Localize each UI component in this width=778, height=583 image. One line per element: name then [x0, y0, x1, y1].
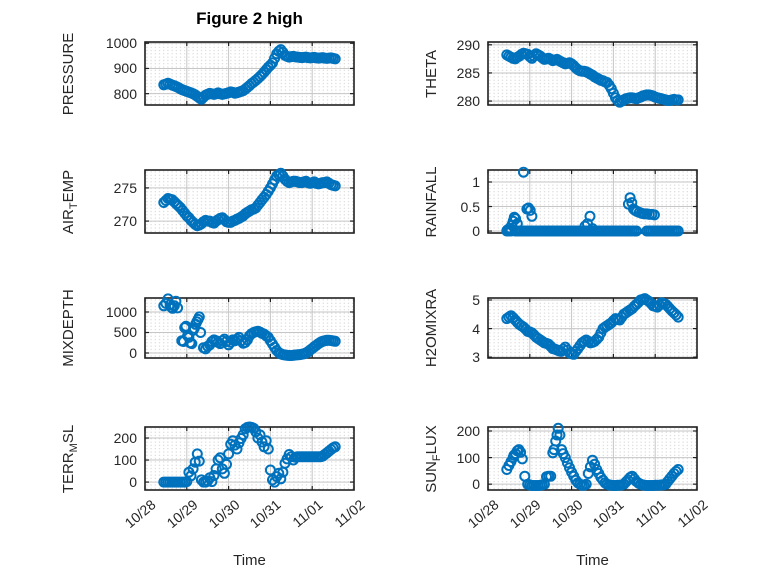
y-tick-label: 0 [129, 344, 137, 361]
y-tick-label: 900 [113, 60, 137, 77]
y-tick-label: 275 [113, 179, 137, 196]
plot-theta [487, 41, 698, 108]
xlabel-time-right: Time [576, 552, 609, 569]
scatter-series-terr_msl [158, 421, 341, 488]
ylabel-pressure-text: PRESSURE [60, 32, 77, 115]
y-tick-label: 280 [456, 93, 480, 110]
y-tick-label: 1 [472, 174, 480, 190]
scatter-series-mixdepth [158, 293, 341, 361]
ylabel-air-temp: AIRTEMP [60, 169, 80, 233]
plot-mixdepth [144, 293, 355, 361]
plot-sun-flux [487, 422, 698, 491]
plot-h2omixra [487, 293, 698, 360]
plot-pressure [144, 41, 355, 106]
y-tick-label: 270 [113, 213, 137, 230]
y-tick-label: 0.5 [460, 198, 480, 215]
ylabel-mixdepth: MIXDEPTH [60, 289, 80, 367]
y-tick-label: 100 [113, 452, 137, 469]
y-tick-label: 290 [456, 36, 480, 53]
y-tick-label: 285 [456, 64, 480, 81]
ylabel-terr-msl-post: SL [60, 424, 77, 443]
y-tick-label: 4 [472, 320, 480, 337]
ylabel-pressure: PRESSURE [60, 32, 80, 115]
scatter-series-rainfall [501, 166, 684, 237]
plot-terr-msl [144, 421, 355, 491]
y-tick-label: 0 [472, 223, 480, 240]
ylabel-air-temp-text: AIR [60, 208, 77, 234]
y-tick-label: 200 [113, 430, 137, 446]
scatter-series-theta [501, 47, 684, 108]
y-tick-label: 800 [113, 85, 137, 102]
y-tick-label: 0 [472, 476, 480, 493]
y-tick-label: 0 [129, 474, 137, 491]
figure-title: Figure 2 high [196, 9, 303, 28]
scatter-series-h2omixra [501, 293, 684, 360]
scatter-series-pressure [158, 44, 341, 105]
scatter-series-air_temp [158, 167, 341, 232]
ylabel-air-temp-post: EMP [60, 169, 77, 202]
y-tick-label: 100 [456, 449, 480, 466]
scatter-series-sun_flux [501, 422, 684, 491]
y-tick-label: 5 [472, 292, 480, 308]
ylabel-terr-msl-text: TERR [60, 451, 77, 493]
xlabel-time-left: Time [233, 552, 266, 569]
y-tick-label: 1000 [105, 35, 137, 52]
y-tick-label: 3 [472, 349, 480, 366]
ylabel-terr-msl: TERRMSL [60, 424, 80, 492]
y-tick-label: 1000 [105, 303, 137, 320]
plot-rainfall [487, 166, 698, 237]
y-tick-label: 200 [456, 422, 480, 439]
ylabel-terr-msl-sub: M [68, 442, 80, 452]
ylabel-mixdepth-text: MIXDEPTH [60, 289, 77, 367]
plot-air-temp [144, 167, 355, 234]
ylabel-air-temp-sub: T [68, 201, 80, 209]
y-tick-label: 500 [113, 324, 137, 341]
